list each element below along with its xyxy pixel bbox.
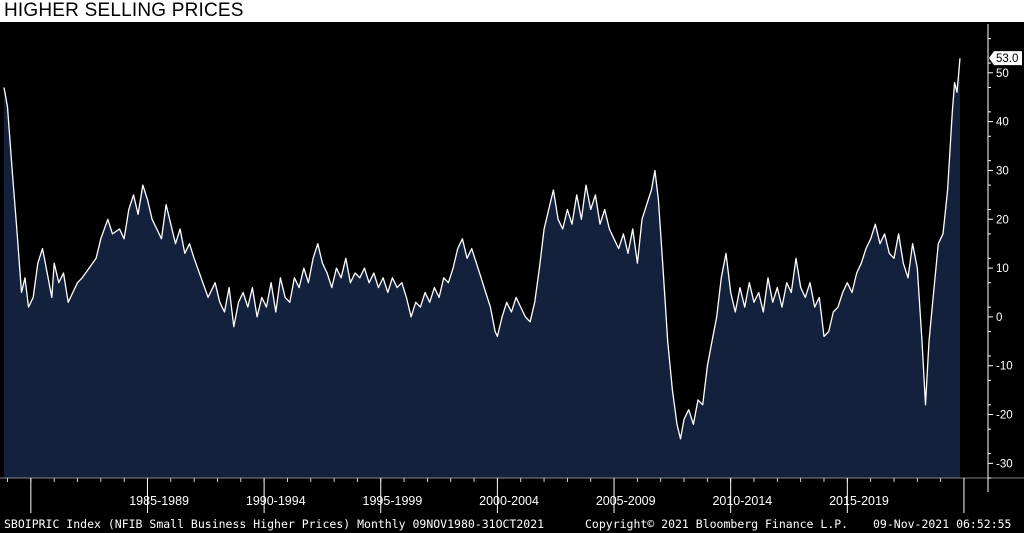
last-value-label: 53.0 — [996, 53, 1018, 65]
footer-bar: SBOIPRIC Index (NFIB Small Business High… — [0, 515, 1024, 533]
x-period-label: 2015-2019 — [829, 494, 889, 508]
series-area — [4, 58, 960, 478]
y-tick-label: 30 — [996, 165, 1009, 177]
plot-layer — [3, 58, 961, 478]
chart-area: -30 -20 -10 0 10 20 30 40 50 53.0 1985-1989 1990-1… — [0, 22, 1024, 533]
y-tick-label: 0 — [996, 312, 1002, 324]
footer-source: SBOIPRIC Index (NFIB Small Business High… — [4, 517, 545, 531]
x-period-label: 1990-1994 — [246, 494, 306, 508]
y-tick-label: 40 — [996, 117, 1009, 129]
y-tick-label: 10 — [996, 263, 1009, 275]
x-period-label: 1995-1999 — [363, 494, 423, 508]
x-period-label: 2000-2004 — [479, 494, 539, 508]
last-value-box — [989, 51, 1022, 66]
y-tick-label: -20 — [996, 410, 1013, 422]
y-tick-label: -10 — [996, 361, 1013, 373]
footer-timestamp: 09-Nov-2021 06:52:55 — [873, 517, 1012, 531]
chart-svg: -30 -20 -10 0 10 20 30 40 50 53.0 1985-1989 1990-1… — [0, 24, 1024, 513]
series-line — [3, 58, 961, 440]
y-tick-label: 20 — [996, 214, 1009, 226]
x-period-label: 2005-2009 — [596, 494, 656, 508]
footer-copyright: Copyright© 2021 Bloomberg Finance L.P. — [585, 517, 849, 531]
x-axis: 1985-1989 1990-1994 1995-1999 2000-2004 2005… — [0, 477, 1024, 513]
x-period-label: 2010-2014 — [712, 494, 772, 508]
y-tick-label: -30 — [996, 458, 1013, 470]
y-axis: -30 -20 -10 0 10 20 30 40 50 53.0 — [987, 24, 1022, 492]
y-tick-label: 50 — [996, 68, 1009, 80]
x-period-label: 1985-1989 — [129, 494, 189, 508]
chart-title: HIGHER SELLING PRICES — [4, 0, 244, 21]
